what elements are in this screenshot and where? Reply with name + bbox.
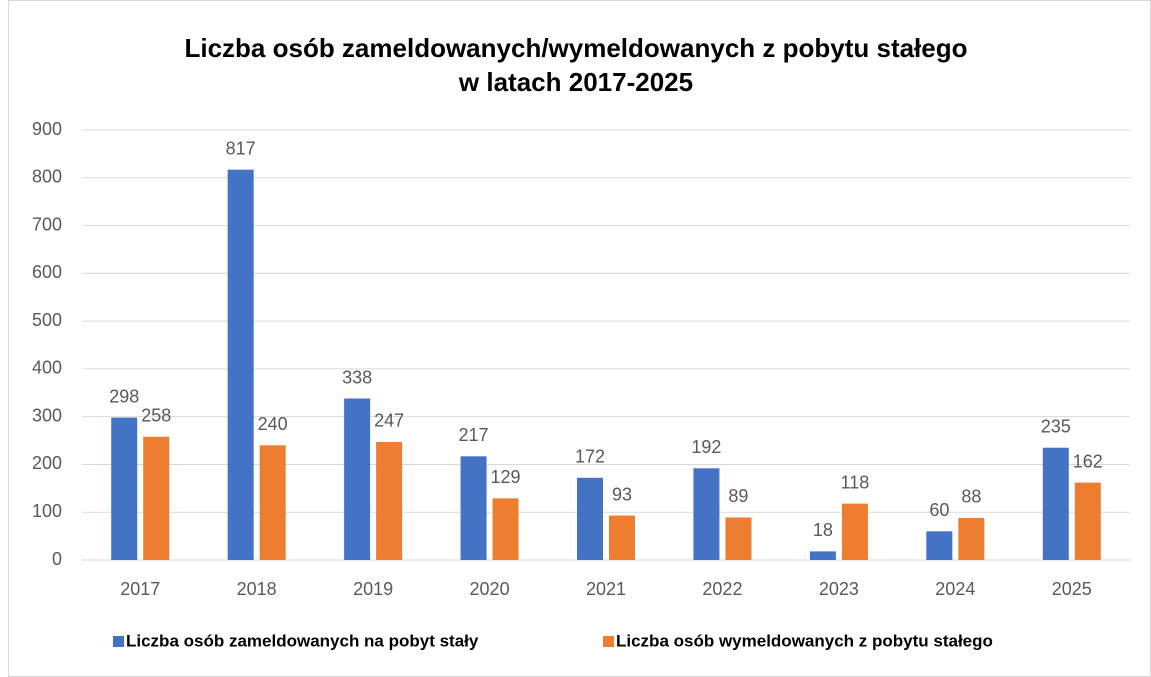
legend-swatch [113,636,124,647]
y-tick-label: 400 [32,358,62,378]
legend-label: Liczba osób wymeldowanych z pobytu stałe… [616,631,993,650]
data-label: 18 [813,520,833,540]
chart-title: Liczba osób zameldowanych/wymeldowanych … [184,33,967,63]
x-tick-label: 2017 [120,579,160,599]
data-label: 247 [374,411,404,431]
data-label: 129 [491,467,521,487]
data-label: 89 [728,486,748,506]
bar [460,456,487,560]
bar [111,417,138,560]
y-tick-label: 500 [32,310,62,330]
bar [492,498,519,560]
data-label: 88 [961,487,981,507]
bar [376,441,403,560]
bar [693,468,720,560]
x-tick-label: 2024 [935,579,975,599]
bar [227,169,254,560]
y-tick-label: 200 [32,453,62,473]
chart-title: w latach 2017-2025 [458,67,693,97]
bar [725,517,752,560]
data-label: 118 [841,472,870,492]
y-tick-label: 800 [32,167,62,187]
bar [344,398,371,560]
data-label: 235 [1041,416,1071,436]
x-tick-label: 2019 [353,579,393,599]
bar [1074,482,1101,560]
data-label: 93 [612,484,632,504]
x-tick-label: 2025 [1052,579,1092,599]
y-tick-label: 0 [52,549,62,569]
x-tick-label: 2020 [470,579,510,599]
y-tick-label: 700 [32,214,62,234]
data-label: 162 [1073,451,1103,471]
y-tick-label: 600 [32,262,62,282]
data-label: 298 [109,386,139,406]
bar [259,445,286,560]
data-label: 172 [575,447,605,467]
bar [926,531,953,560]
x-tick-label: 2022 [702,579,742,599]
data-label: 338 [342,367,372,387]
bar [143,436,170,560]
data-label: 240 [258,414,288,434]
bar [609,515,635,560]
data-label: 258 [141,405,171,425]
data-label: 817 [226,138,256,158]
legend-swatch [603,636,614,647]
bar [577,477,603,560]
chart-border [8,0,1151,677]
x-tick-label: 2021 [586,579,626,599]
bar [809,551,836,560]
bar [841,503,868,560]
y-tick-label: 300 [32,405,62,425]
y-tick-label: 900 [32,119,62,139]
x-tick-label: 2018 [237,579,277,599]
bar [958,517,985,560]
x-tick-label: 2023 [819,579,859,599]
y-tick-label: 100 [32,501,62,521]
data-label: 192 [691,437,721,457]
legend-label: Liczba osób zameldowanych na pobyt stały [126,631,479,650]
data-label: 60 [929,500,949,520]
bar [1042,447,1069,560]
data-label: 217 [459,425,489,445]
